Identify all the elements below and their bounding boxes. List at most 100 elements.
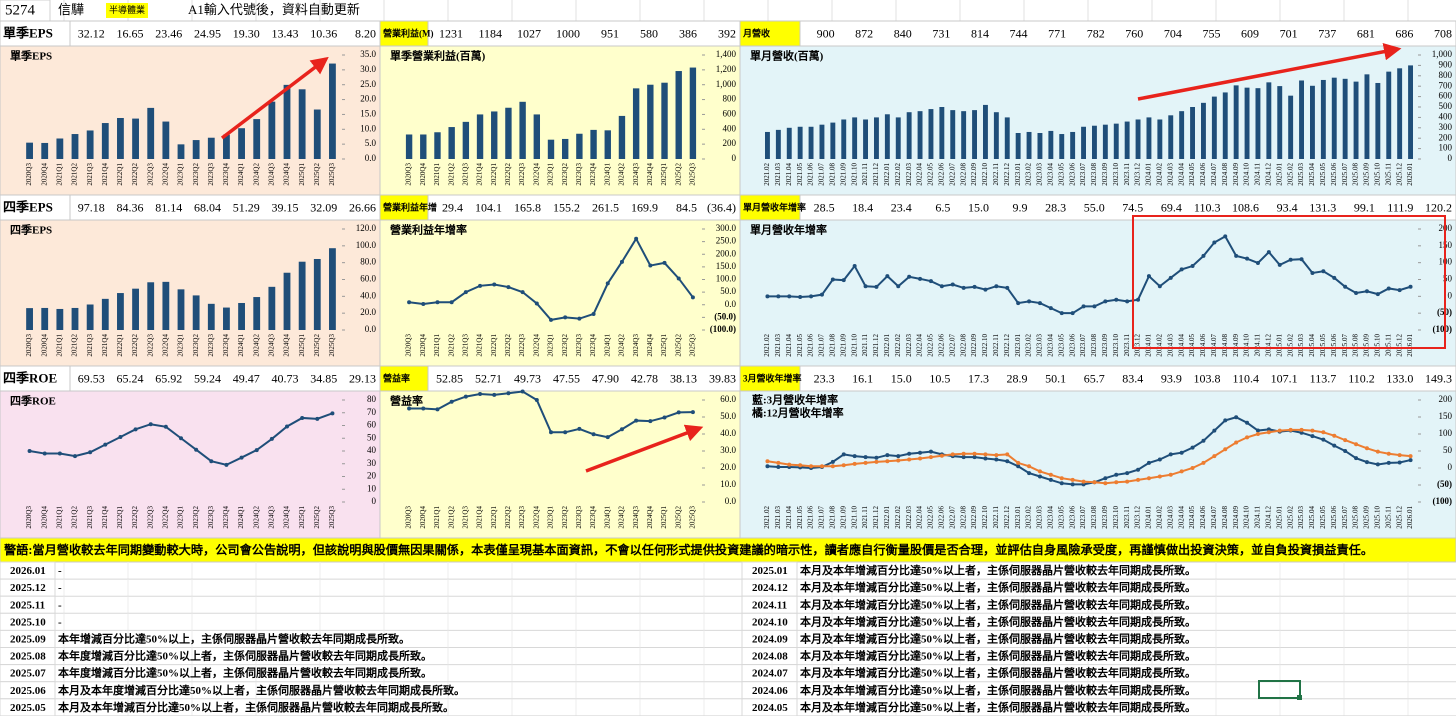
bar — [329, 248, 336, 330]
x-tick-label: 2021Q2 — [71, 506, 79, 529]
bar — [1004, 117, 1010, 159]
bar — [313, 258, 321, 330]
x-tick-label: 2021.05 — [796, 506, 804, 529]
x-tick-label: 2022.05 — [927, 163, 935, 186]
bar — [162, 121, 170, 159]
bar — [852, 117, 858, 159]
y-tick-label: 1,000 — [1432, 49, 1453, 59]
point — [950, 282, 955, 287]
x-tick-label: 2022.11 — [992, 163, 1000, 186]
x-tick-label: 2021.08 — [828, 163, 836, 186]
x-tick-label: 2022.11 — [992, 334, 1000, 357]
bar — [775, 129, 781, 159]
bar — [1408, 65, 1414, 159]
point — [1059, 481, 1064, 486]
row-value: 38.13 — [670, 371, 697, 385]
x-tick-label: 2024.09 — [1232, 506, 1240, 529]
y-tick-label: 500 — [1439, 101, 1453, 111]
row-value: 16.65 — [117, 26, 144, 40]
point — [1354, 456, 1359, 461]
x-tick-label: 2023.08 — [1090, 506, 1098, 529]
point — [1386, 286, 1391, 291]
x-tick-label: 2024.06 — [1199, 163, 1207, 186]
y-tick-label: 50 — [1443, 445, 1453, 455]
y-tick-label: 20.0 — [360, 307, 376, 317]
x-tick-label: 2023Q1 — [177, 163, 185, 186]
bar — [841, 119, 847, 159]
row-label: 四季ROE — [3, 370, 57, 385]
chart-bg — [379, 219, 741, 367]
note-date: 2025.12 — [10, 582, 46, 594]
point — [463, 394, 468, 399]
x-tick-label: 2023.01 — [1014, 334, 1022, 357]
x-tick-label: 2025Q1 — [298, 506, 306, 529]
note-text: 本月及本年增減百分比達50%以上者，主係伺服器晶片營收較去年同期成長所致。 — [800, 631, 1196, 645]
bar — [1255, 88, 1261, 159]
bar — [56, 138, 64, 159]
note-date: 2025.07 — [10, 668, 46, 680]
x-tick-label: 2025.05 — [1319, 506, 1327, 529]
x-tick-label: 2022Q3 — [518, 506, 526, 529]
x-tick-label: 2022.04 — [916, 334, 924, 357]
x-tick-label: 2025.09 — [1363, 506, 1371, 529]
bar — [1070, 131, 1076, 159]
point — [1027, 299, 1032, 304]
point — [1103, 476, 1108, 481]
bar — [661, 82, 668, 159]
bar — [1244, 87, 1250, 159]
point — [1375, 449, 1380, 454]
point — [841, 278, 846, 283]
x-tick-label: 2022.08 — [959, 163, 967, 186]
x-tick-label: 2025.12 — [1395, 163, 1403, 186]
row-label: 四季EPS — [3, 199, 53, 214]
bar — [1386, 71, 1392, 159]
y-tick-label: 100.0 — [356, 240, 377, 250]
x-tick-label: 2024.01 — [1145, 163, 1153, 186]
bar — [298, 261, 306, 330]
x-tick-label: 2025.12 — [1395, 334, 1403, 357]
x-tick-label: 2023Q2 — [192, 334, 200, 357]
point — [972, 451, 977, 456]
x-tick-label: 2026.01 — [1406, 506, 1414, 529]
point — [787, 462, 792, 467]
bar — [590, 129, 597, 159]
x-tick-label: 2021.02 — [763, 163, 771, 186]
point — [1397, 453, 1402, 458]
chart-title: 四季ROE — [10, 394, 56, 408]
row-value: 771 — [1048, 26, 1066, 40]
x-tick-label: 2025Q1 — [660, 334, 668, 357]
x-tick-label: 2024.02 — [1155, 334, 1163, 357]
row-value: 6.5 — [935, 200, 950, 214]
point — [863, 460, 868, 465]
bar — [1059, 134, 1065, 159]
point — [478, 283, 483, 288]
point — [1179, 450, 1184, 455]
x-tick-label: 2024.04 — [1177, 334, 1185, 357]
x-tick-label: 2021.02 — [763, 334, 771, 357]
point — [619, 427, 624, 432]
x-tick-label: 2025.02 — [1286, 334, 1294, 357]
x-tick-label: 2024.12 — [1264, 334, 1272, 357]
x-tick-label: 2025Q3 — [689, 163, 697, 186]
x-tick-label: 2022.12 — [1003, 506, 1011, 529]
x-tick-label: 2025Q2 — [313, 163, 321, 186]
x-tick-label: 2025Q3 — [328, 506, 336, 529]
bar — [533, 114, 541, 159]
x-tick-label: 2023Q3 — [207, 163, 215, 186]
bar — [420, 134, 427, 159]
point — [1157, 284, 1162, 289]
x-tick-label: 2024.05 — [1188, 163, 1196, 186]
note-date: 2024.10 — [752, 616, 788, 628]
x-tick-label: 2022.02 — [894, 506, 902, 529]
row-label-bg — [0, 365, 71, 392]
x-tick-label: 2024Q4 — [646, 334, 654, 357]
x-tick-label: 2021.11 — [861, 506, 869, 529]
x-tick-label: 2021.03 — [774, 163, 782, 186]
point — [1310, 428, 1315, 433]
point — [563, 315, 568, 320]
note-date: 2024.07 — [752, 668, 788, 680]
chart-title: 營益率 — [390, 394, 423, 408]
x-tick-label: 2021.10 — [850, 506, 858, 529]
bar — [1190, 107, 1196, 159]
point — [591, 311, 596, 316]
